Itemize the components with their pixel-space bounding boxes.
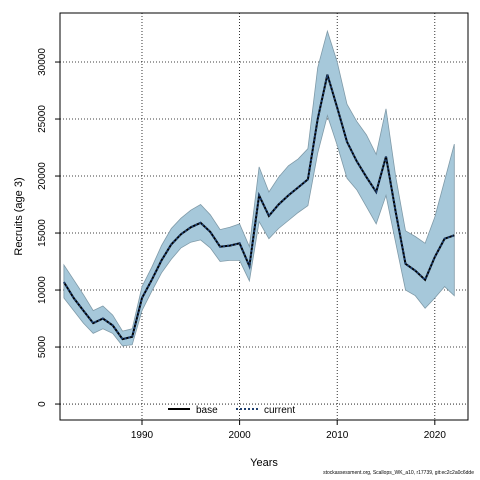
y-tick-label: 0 xyxy=(37,401,48,407)
x-axis-title: Years xyxy=(250,457,278,469)
x-tick-label: 2020 xyxy=(424,430,447,441)
y-tick-label: 25000 xyxy=(37,105,48,133)
confidence-band xyxy=(63,29,455,347)
y-axis-title: Recruits (age 3) xyxy=(13,177,25,255)
legend-current-label: current xyxy=(264,405,295,416)
legend-base-label: base xyxy=(196,405,218,416)
x-tick-label: 2010 xyxy=(326,430,349,441)
series-lines xyxy=(63,74,455,341)
x-tick-label: 2000 xyxy=(228,430,251,441)
plot-frame xyxy=(59,12,469,421)
y-tick-label: 30000 xyxy=(37,48,48,76)
footer-credit: stockassessment.org, Scallops_WK_a10, r1… xyxy=(323,470,474,476)
y-tick-label: 5000 xyxy=(37,335,48,358)
y-tick-label: 10000 xyxy=(37,276,48,304)
y-tick-label: 15000 xyxy=(37,219,48,247)
x-axis-ticks: 1990 2000 2010 2020 xyxy=(131,420,447,441)
series-current-line xyxy=(63,74,455,341)
grid-lines xyxy=(60,13,468,420)
y-axis-ticks: 0 5000 10000 15000 20000 25000 30000 xyxy=(37,48,60,407)
y-tick-label: 20000 xyxy=(37,162,48,190)
legend: base current xyxy=(168,405,295,416)
x-tick-label: 1990 xyxy=(131,430,154,441)
